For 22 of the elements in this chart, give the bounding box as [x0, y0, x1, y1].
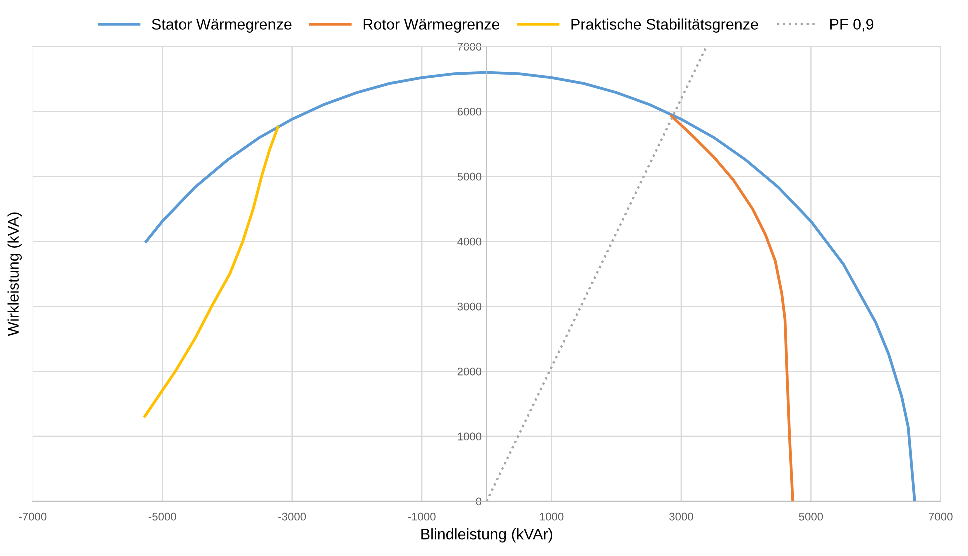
x-tick-label: 5000: [799, 512, 824, 521]
y-tick-label: 6000: [458, 108, 482, 116]
x-tick-label: 3000: [670, 512, 694, 521]
line-series: [670, 114, 794, 502]
x-tick-label: 7000: [929, 512, 953, 521]
x-axis-title: Blindleistung (kVAr): [422, 528, 552, 543]
y-axis-title: Wirkleistung (kVA): [8, 212, 22, 336]
y-tick-label: 3000: [458, 302, 482, 311]
y-tick-label: 2000: [458, 368, 482, 376]
legend-label: Praktische Stabilitätsgrenze: [572, 18, 758, 33]
line-series: [144, 126, 280, 418]
y-tick-label: 1000: [458, 432, 482, 441]
y-tick-label: 4000: [458, 238, 482, 246]
y-tick-label: 5000: [458, 172, 482, 181]
x-tick-label: 1000: [540, 512, 564, 521]
legend-label: PF 0,9: [830, 19, 874, 32]
legend-label: Rotor Wärmegrenze: [364, 19, 500, 33]
x-tick-label: -7000: [19, 512, 47, 521]
x-tick-label: -5000: [148, 512, 176, 521]
x-tick-label: -1000: [408, 512, 436, 521]
x-tick-label: -3000: [278, 512, 306, 521]
legend-label: Stator Wärmegrenze: [152, 19, 292, 33]
